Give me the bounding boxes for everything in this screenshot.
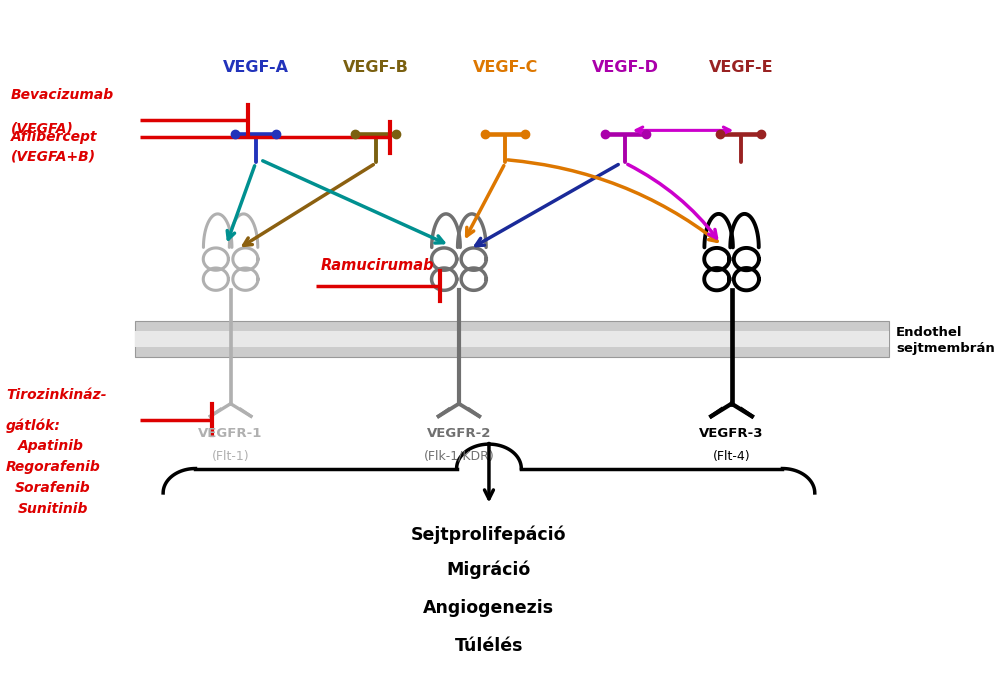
Text: VEGFR-1: VEGFR-1 (198, 427, 263, 440)
Text: Aflibercept: Aflibercept (11, 130, 97, 144)
Text: Sejtprolifерáció: Sejtprolifерáció (411, 526, 567, 544)
Text: Bevacizumab: Bevacizumab (11, 88, 114, 102)
Text: (VEGFA+B): (VEGFA+B) (11, 150, 96, 164)
Text: VEGF-C: VEGF-C (472, 60, 538, 75)
Text: Regorafenib: Regorafenib (6, 460, 101, 474)
Text: sejtmembrán: sejtmembrán (896, 342, 995, 356)
Text: Ramucirumab: Ramucirumab (320, 258, 433, 273)
Text: (Flt-1): (Flt-1) (212, 449, 249, 463)
Text: Apatinib: Apatinib (18, 439, 84, 453)
Text: (Flt-4): (Flt-4) (713, 449, 751, 463)
Text: gátlók:: gátlók: (6, 419, 61, 433)
FancyBboxPatch shape (135, 321, 889, 357)
Text: Angiogenezis: Angiogenezis (423, 599, 555, 617)
Text: Sunitinib: Sunitinib (18, 502, 88, 516)
Text: (Flk-1/KDR): (Flk-1/KDR) (423, 449, 494, 463)
Text: VEGF-B: VEGF-B (342, 60, 408, 75)
Text: Sorafenib: Sorafenib (15, 481, 91, 495)
Text: (VEGFA): (VEGFA) (11, 121, 73, 135)
Text: VEGFR-2: VEGFR-2 (426, 427, 491, 440)
Text: VEGF-E: VEGF-E (709, 60, 773, 75)
Text: Tirozinkináz-: Tirozinkináz- (6, 389, 106, 402)
Text: Túlélés: Túlélés (454, 637, 524, 655)
Text: VEGF-D: VEGF-D (592, 60, 659, 75)
Text: VEGFR-3: VEGFR-3 (700, 427, 764, 440)
Text: VEGF-A: VEGF-A (222, 60, 288, 75)
FancyBboxPatch shape (135, 331, 889, 346)
Text: Migráció: Migráció (446, 561, 532, 579)
Text: Endothel: Endothel (896, 326, 963, 339)
